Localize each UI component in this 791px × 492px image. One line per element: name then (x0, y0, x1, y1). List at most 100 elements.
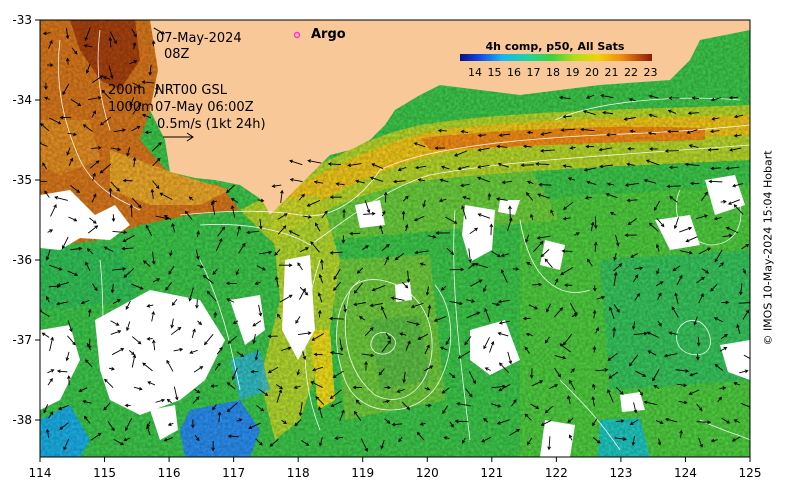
current-vector (563, 165, 572, 168)
current-vector (128, 60, 137, 65)
current-vector-head (689, 372, 694, 377)
current-vector (563, 333, 573, 346)
current-vector-head (147, 381, 152, 385)
current-vector (593, 310, 596, 319)
current-vector-head (353, 289, 358, 294)
current-vector-head (123, 230, 128, 235)
current-vector (165, 281, 173, 291)
current-vector-head (385, 256, 389, 261)
current-vector-head (41, 332, 46, 336)
current-vector (498, 332, 509, 337)
current-vector (335, 436, 344, 439)
current-vector (100, 163, 111, 174)
current-vector-head (457, 166, 462, 171)
current-vector (497, 419, 510, 425)
current-vector (302, 215, 312, 218)
current-vector (592, 396, 595, 407)
current-vector-head (535, 162, 540, 166)
current-vector-head (77, 102, 82, 107)
current-vector-head (156, 278, 161, 282)
current-vector (258, 304, 262, 316)
current-vector (66, 147, 71, 155)
current-vector (563, 115, 572, 118)
current-vector (634, 293, 640, 301)
current-vector-head (163, 438, 168, 442)
current-vector (554, 278, 559, 286)
current-vector-head (369, 303, 374, 308)
y-tick-label: -38 (12, 413, 32, 427)
current-vector-head (283, 213, 288, 217)
current-vector (381, 306, 387, 319)
current-vector-head (648, 113, 653, 118)
current-vector (227, 382, 236, 390)
current-vector-head (67, 375, 71, 379)
current-vector-head (329, 195, 334, 199)
current-vector-head (468, 259, 472, 264)
current-vector (484, 308, 491, 322)
current-vector-head (382, 210, 386, 215)
current-vector (348, 163, 362, 166)
current-vector (523, 145, 532, 148)
current-vector (194, 434, 200, 441)
current-vector (259, 251, 272, 255)
annotation-block: 07-May-2024 08Z 200m NRT00 GSL 1000m 07-… (108, 27, 346, 142)
current-vector-head (471, 299, 476, 303)
current-vector-head (117, 330, 122, 334)
current-vector (357, 267, 364, 274)
current-vector-head (230, 205, 235, 209)
current-vector-head (461, 205, 465, 210)
current-vector-head (276, 313, 281, 318)
current-vector-head (297, 262, 301, 267)
current-vector-head (685, 369, 690, 373)
current-vector (276, 389, 282, 403)
current-vector (533, 241, 544, 253)
current-vector-head (293, 385, 298, 389)
current-vector-head (501, 180, 506, 185)
current-vector (586, 94, 595, 99)
current-vector-head (151, 40, 156, 44)
map-area (40, 20, 750, 457)
colorbar-tick-label: 17 (527, 66, 541, 79)
current-vector (554, 367, 561, 378)
current-vector-head (123, 437, 128, 442)
current-vector-head (569, 146, 574, 150)
current-vector (507, 351, 512, 364)
current-vector-head (414, 165, 419, 170)
current-vector-head (704, 191, 708, 196)
current-vector (48, 264, 62, 271)
current-vector-head (129, 204, 134, 208)
current-vector (185, 211, 193, 220)
current-vector (525, 234, 530, 243)
current-vector-head (544, 258, 549, 263)
current-vector-head (536, 236, 541, 240)
current-vector-head (137, 340, 142, 345)
current-vector (319, 437, 323, 446)
current-vector-head (709, 129, 714, 134)
current-vector-head (645, 159, 650, 163)
current-vector-head (554, 384, 559, 388)
current-vector-head (660, 223, 665, 228)
current-vector-head (426, 344, 430, 349)
current-vector-head (56, 283, 61, 287)
current-vector (653, 385, 660, 389)
current-vector (232, 367, 238, 380)
current-vector (586, 259, 593, 267)
current-vector-head (258, 225, 263, 230)
current-vector-head (462, 195, 467, 200)
current-vector (607, 352, 618, 361)
current-vector (647, 331, 659, 338)
current-vector-head (240, 353, 245, 357)
current-vector (131, 283, 143, 290)
current-vector (193, 366, 203, 373)
current-vector-head (490, 340, 495, 345)
current-vector-head (622, 437, 627, 441)
current-vector (527, 437, 533, 445)
current-vector-head (629, 129, 634, 134)
current-vector-head (562, 355, 567, 360)
current-vector (336, 183, 345, 186)
current-vector-head (283, 420, 287, 425)
current-vector (673, 265, 681, 271)
current-vector (571, 313, 578, 318)
current-vector (299, 288, 306, 300)
current-vector-head (500, 269, 505, 274)
